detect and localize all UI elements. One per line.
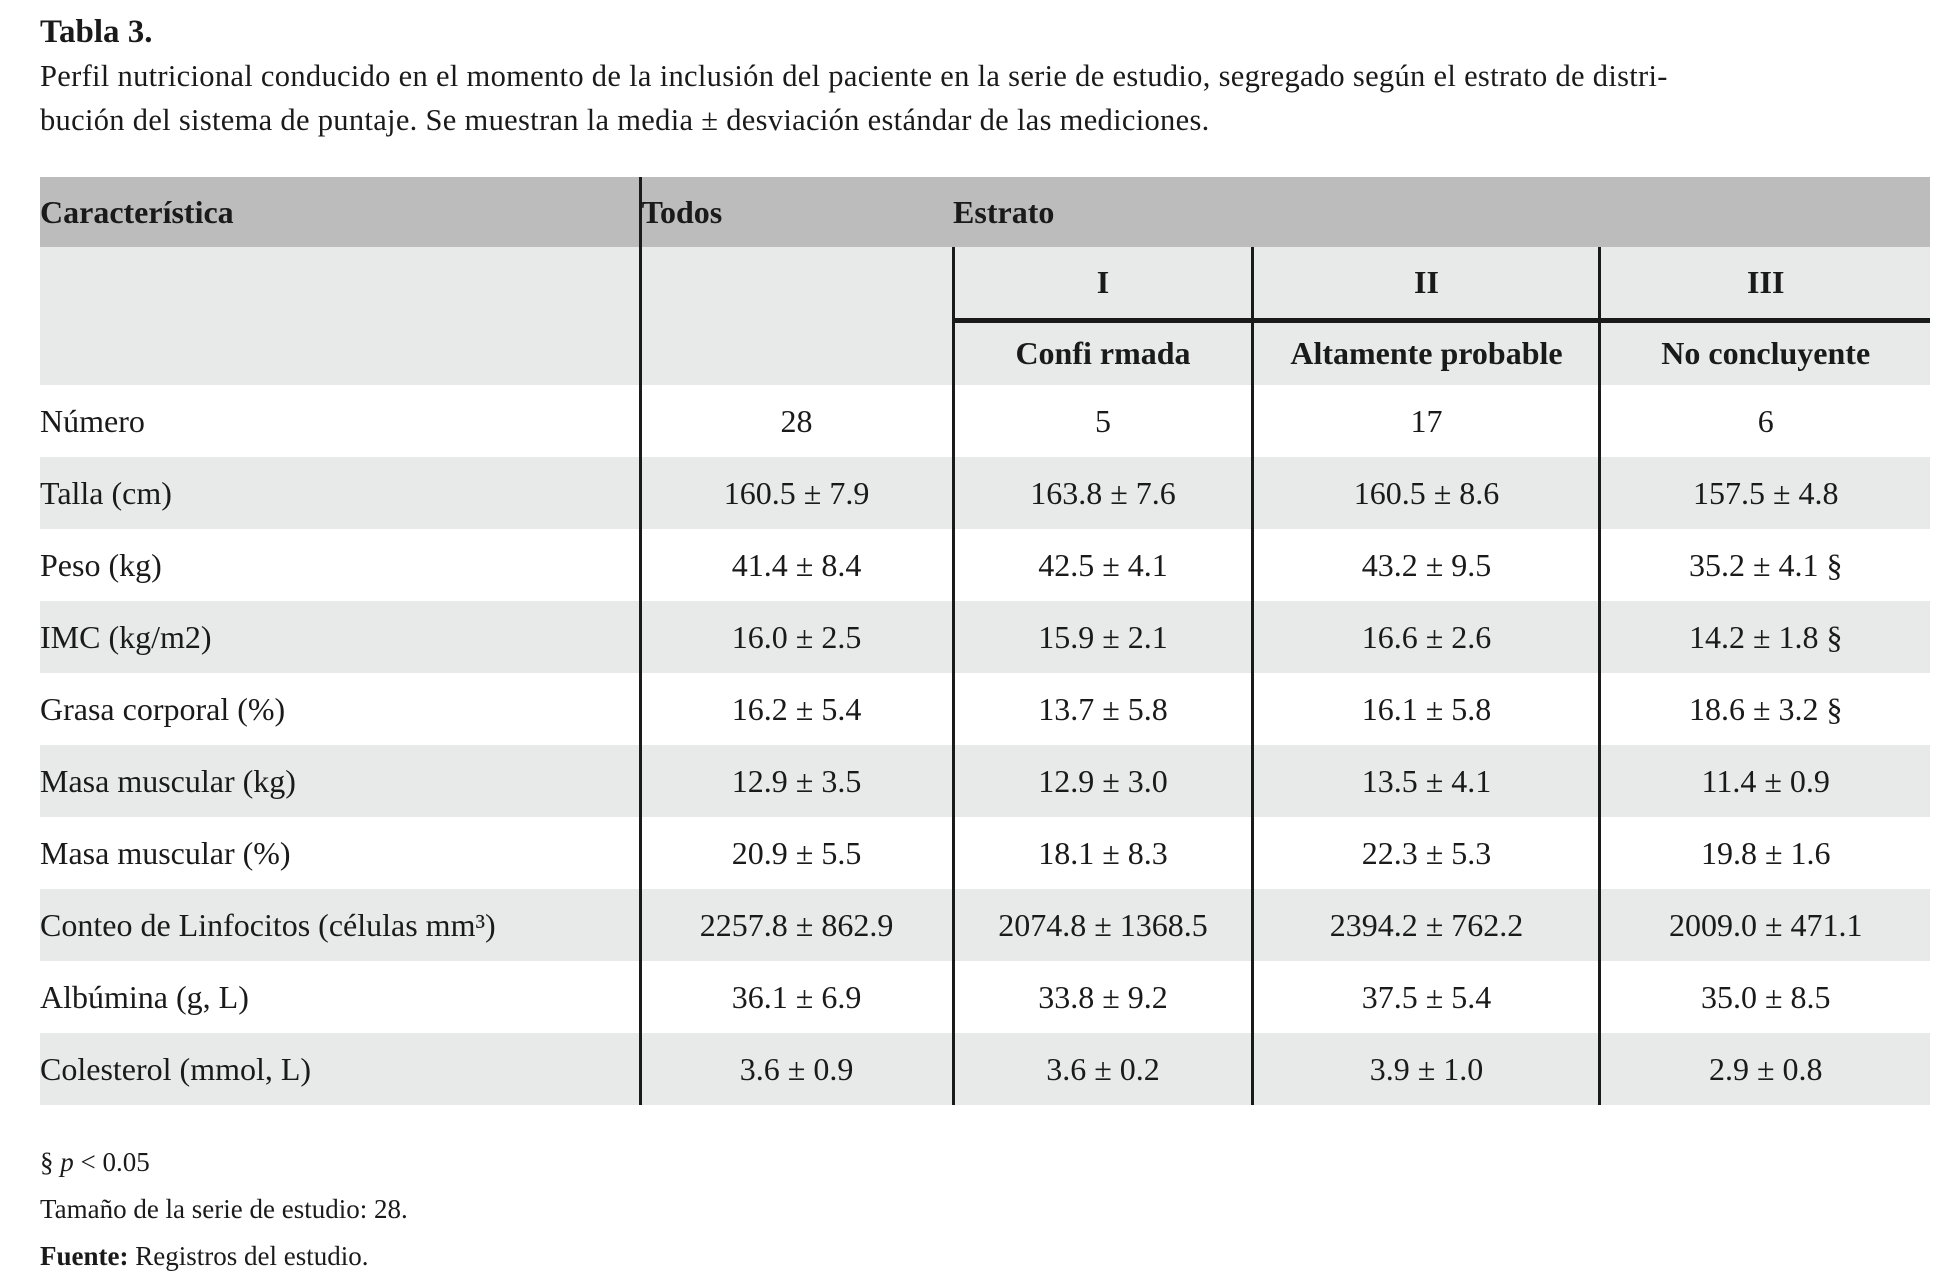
- row-label: Colesterol (mmol, L): [40, 1033, 641, 1105]
- value-todos: 41.4 ± 8.4: [638, 529, 954, 601]
- value-stratum-1: 42.5 ± 4.1: [951, 529, 1253, 601]
- row-label: Masa muscular (kg): [40, 745, 641, 817]
- table-row-conteo-linfocitos: Conteo de Linfocitos (células mm³) 2257.…: [40, 889, 1930, 961]
- header-spacer-todos: [638, 247, 954, 385]
- value-stratum-1: 3.6 ± 0.2: [951, 1033, 1253, 1105]
- table-row-masa-muscular-pct: Masa muscular (%) 20.9 ± 5.5 18.1 ± 8.3 …: [40, 817, 1930, 889]
- table-title: Tabla 3.: [40, 14, 153, 50]
- value-stratum-3: 18.6 ± 3.2 §: [1598, 673, 1930, 745]
- significance-p-variable: p: [60, 1147, 74, 1177]
- value-stratum-3: 14.2 ± 1.8 §: [1598, 601, 1930, 673]
- row-label: Número: [40, 402, 145, 439]
- column-header-stratum-3-numeral: III: [1598, 247, 1930, 323]
- column-header-todos: Todos: [638, 177, 954, 247]
- column-header-estrato-group: Estrato: [953, 177, 1930, 247]
- value-stratum-1: 18.1 ± 8.3: [951, 817, 1253, 889]
- value-stratum-2: 16.1 ± 5.8: [1251, 673, 1600, 745]
- table-row-grasa-corporal: Grasa corporal (%) 16.2 ± 5.4 13.7 ± 5.8…: [40, 673, 1930, 745]
- source-text: Registros del estudio.: [135, 1241, 369, 1271]
- value-todos: 16.0 ± 2.5: [638, 601, 954, 673]
- value-stratum-1: 13.7 ± 5.8: [951, 673, 1253, 745]
- value-todos: 3.6 ± 0.9: [638, 1033, 954, 1105]
- value-stratum-3: 2009.0 ± 471.1: [1598, 889, 1930, 961]
- table-row-peso: Peso (kg) 41.4 ± 8.4 42.5 ± 4.1 43.2 ± 9…: [40, 529, 1930, 601]
- value-stratum-1: 2074.8 ± 1368.5: [951, 889, 1253, 961]
- nutritional-profile-table: Característica Todos Estrato I II III Co…: [40, 177, 1930, 1105]
- value-stratum-2: 3.9 ± 1.0: [1251, 1033, 1600, 1105]
- value-stratum-3: 6: [1598, 385, 1930, 457]
- source-label: Fuente:: [40, 1241, 129, 1271]
- row-label: Talla (cm): [40, 457, 641, 529]
- table-row-numero: Número 28 5 17 6: [40, 385, 1930, 457]
- value-todos: 160.5 ± 7.9: [638, 457, 954, 529]
- value-stratum-1: 12.9 ± 3.0: [951, 745, 1253, 817]
- value-stratum-2: 160.5 ± 8.6: [1251, 457, 1600, 529]
- row-label: Grasa corporal (%): [40, 690, 286, 727]
- significance-threshold: < 0.05: [80, 1147, 150, 1177]
- column-header-stratum-2-numeral: II: [1251, 247, 1600, 323]
- column-header-stratum-3-label: No concluyente: [1598, 320, 1930, 385]
- column-header-stratum-1-label: Confi rmada: [951, 320, 1253, 385]
- table-row-masa-muscular-kg: Masa muscular (kg) 12.9 ± 3.5 12.9 ± 3.0…: [40, 745, 1930, 817]
- value-stratum-2: 17: [1251, 385, 1600, 457]
- footnote-sample-size: Tamaño de la serie de estudio: 28.: [40, 1194, 408, 1224]
- row-label: Conteo de Linfocitos (células mm³): [40, 889, 641, 961]
- value-stratum-3: 2.9 ± 0.8: [1598, 1033, 1930, 1105]
- value-stratum-1: 163.8 ± 7.6: [951, 457, 1253, 529]
- value-todos: 36.1 ± 6.9: [638, 961, 954, 1033]
- table-row-albumina: Albúmina (g, L) 36.1 ± 6.9 33.8 ± 9.2 37…: [40, 961, 1930, 1033]
- value-stratum-3: 35.2 ± 4.1 §: [1598, 529, 1930, 601]
- value-todos: 2257.8 ± 862.9: [638, 889, 954, 961]
- value-stratum-2: 16.6 ± 2.6: [1251, 601, 1600, 673]
- significance-symbol: §: [40, 1147, 54, 1177]
- value-stratum-3: 19.8 ± 1.6: [1598, 817, 1930, 889]
- value-stratum-2: 13.5 ± 4.1: [1251, 745, 1600, 817]
- row-label: Masa muscular (%): [40, 834, 291, 871]
- row-label: IMC (kg/m2): [40, 601, 641, 673]
- row-label: Albúmina (g, L): [40, 978, 249, 1015]
- value-stratum-2: 2394.2 ± 762.2: [1251, 889, 1600, 961]
- value-stratum-1: 5: [951, 385, 1253, 457]
- header-row-stratum-labels: Confi rmada Altamente probable No conclu…: [40, 320, 1930, 385]
- footnote-source: Fuente: Registros del estudio.: [40, 1241, 1930, 1271]
- table-row-talla: Talla (cm) 160.5 ± 7.9 163.8 ± 7.6 160.5…: [40, 457, 1930, 529]
- header-row-main: Característica Todos Estrato: [40, 177, 1930, 247]
- header-row-stratum-numerals: I II III: [40, 247, 1930, 385]
- value-stratum-3: 35.0 ± 8.5: [1598, 961, 1930, 1033]
- value-stratum-2: 22.3 ± 5.3: [1251, 817, 1600, 889]
- value-stratum-2: 43.2 ± 9.5: [1251, 529, 1600, 601]
- table-row-colesterol: Colesterol (mmol, L) 3.6 ± 0.9 3.6 ± 0.2…: [40, 1033, 1930, 1105]
- value-stratum-3: 11.4 ± 0.9: [1598, 745, 1930, 817]
- column-header-caracteristica: Característica: [40, 177, 641, 247]
- table-caption-line-2: bución del sistema de puntaje. Se muestr…: [40, 103, 1210, 137]
- row-label: Peso (kg): [40, 546, 162, 583]
- footnote-significance: § p < 0.05: [40, 1147, 1930, 1177]
- value-stratum-3: 157.5 ± 4.8: [1598, 457, 1930, 529]
- value-todos: 28: [638, 385, 954, 457]
- value-stratum-1: 15.9 ± 2.1: [951, 601, 1253, 673]
- value-todos: 20.9 ± 5.5: [638, 817, 954, 889]
- table-footnotes: § p < 0.05 Tamaño de la serie de estudio…: [40, 1147, 1930, 1271]
- header-spacer-caracteristica: [40, 247, 641, 385]
- value-todos: 16.2 ± 5.4: [638, 673, 954, 745]
- value-stratum-2: 37.5 ± 5.4: [1251, 961, 1600, 1033]
- value-stratum-1: 33.8 ± 9.2: [951, 961, 1253, 1033]
- column-header-stratum-2-label: Altamente probable: [1251, 320, 1600, 385]
- value-todos: 12.9 ± 3.5: [638, 745, 954, 817]
- table-row-imc: IMC (kg/m2) 16.0 ± 2.5 15.9 ± 2.1 16.6 ±…: [40, 601, 1930, 673]
- column-header-stratum-1-numeral: I: [951, 247, 1253, 323]
- table-caption-line-1: Perfil nutricional conducido en el momen…: [40, 59, 1668, 93]
